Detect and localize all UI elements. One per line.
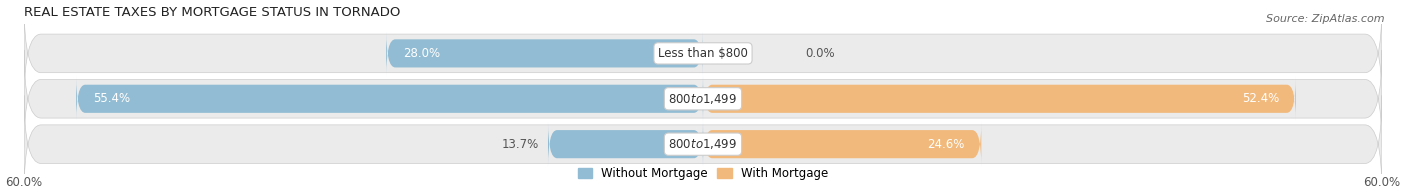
Text: 28.0%: 28.0% (404, 47, 440, 60)
Text: Source: ZipAtlas.com: Source: ZipAtlas.com (1267, 14, 1385, 24)
FancyBboxPatch shape (703, 122, 981, 166)
Text: 0.0%: 0.0% (804, 47, 834, 60)
Text: Less than $800: Less than $800 (658, 47, 748, 60)
Text: 52.4%: 52.4% (1241, 92, 1279, 105)
FancyBboxPatch shape (703, 77, 1296, 121)
Text: 55.4%: 55.4% (93, 92, 131, 105)
FancyBboxPatch shape (24, 50, 1382, 148)
FancyBboxPatch shape (548, 122, 703, 166)
Text: $800 to $1,499: $800 to $1,499 (668, 92, 738, 106)
FancyBboxPatch shape (76, 77, 703, 121)
FancyBboxPatch shape (387, 31, 703, 76)
Legend: Without Mortgage, With Mortgage: Without Mortgage, With Mortgage (578, 167, 828, 180)
FancyBboxPatch shape (24, 5, 1382, 102)
Text: 13.7%: 13.7% (502, 138, 538, 151)
Text: $800 to $1,499: $800 to $1,499 (668, 137, 738, 151)
Text: REAL ESTATE TAXES BY MORTGAGE STATUS IN TORNADO: REAL ESTATE TAXES BY MORTGAGE STATUS IN … (24, 5, 401, 19)
Text: 24.6%: 24.6% (927, 138, 965, 151)
FancyBboxPatch shape (24, 95, 1382, 193)
